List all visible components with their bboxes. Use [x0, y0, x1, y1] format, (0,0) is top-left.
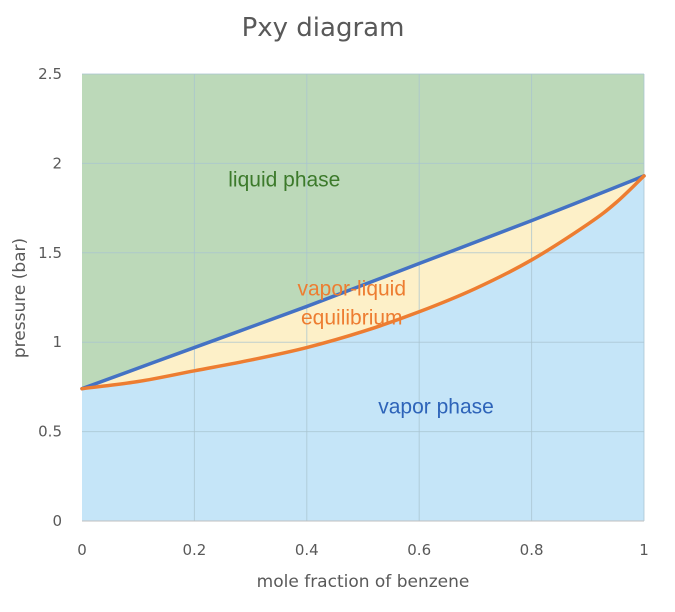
x-tick-label: 0.6: [407, 541, 431, 559]
vapor-label: vapor phase: [378, 396, 494, 419]
y-tick-label: 0: [52, 512, 62, 530]
liquid-label: liquid phase: [228, 169, 340, 192]
x-axis-ticks: 0 0.2 0.4 0.6 0.8 1: [77, 541, 649, 559]
liquid-region: [82, 74, 644, 389]
vapor-region: [82, 175, 644, 522]
phase-regions: [82, 74, 644, 522]
series-lines: [80, 174, 646, 391]
vle1-label: vapor-liquid: [297, 278, 406, 301]
y-tick-label: 2.5: [38, 65, 62, 83]
y-tick-label: 0.5: [38, 423, 62, 441]
x-tick-label: 0: [77, 541, 87, 559]
gridlines: [82, 73, 645, 521]
y-axis-label: pressure (bar): [10, 238, 30, 358]
x-tick-label: 0.4: [295, 541, 319, 559]
y-tick-label: 1: [52, 333, 62, 351]
vle2-label: equilibrium: [301, 306, 403, 329]
y-tick-label: 1.5: [38, 244, 62, 262]
y-axis-ticks: 0 0.5 1 1.5 2 2.5: [38, 65, 62, 530]
x-axis-label: mole fraction of benzene: [257, 572, 470, 592]
x-tick-label: 0.8: [520, 541, 544, 559]
y-tick-label: 2: [52, 154, 62, 172]
bubble-point-line: [80, 174, 646, 391]
x-tick-label: 1: [639, 541, 649, 559]
region-labels: liquid phase vapor-liquid equilibrium vapor…: [228, 169, 494, 419]
dew-point-line: [80, 174, 646, 391]
chart-title: Pxy diagram: [242, 13, 405, 43]
x-tick-label: 0.2: [182, 541, 206, 559]
